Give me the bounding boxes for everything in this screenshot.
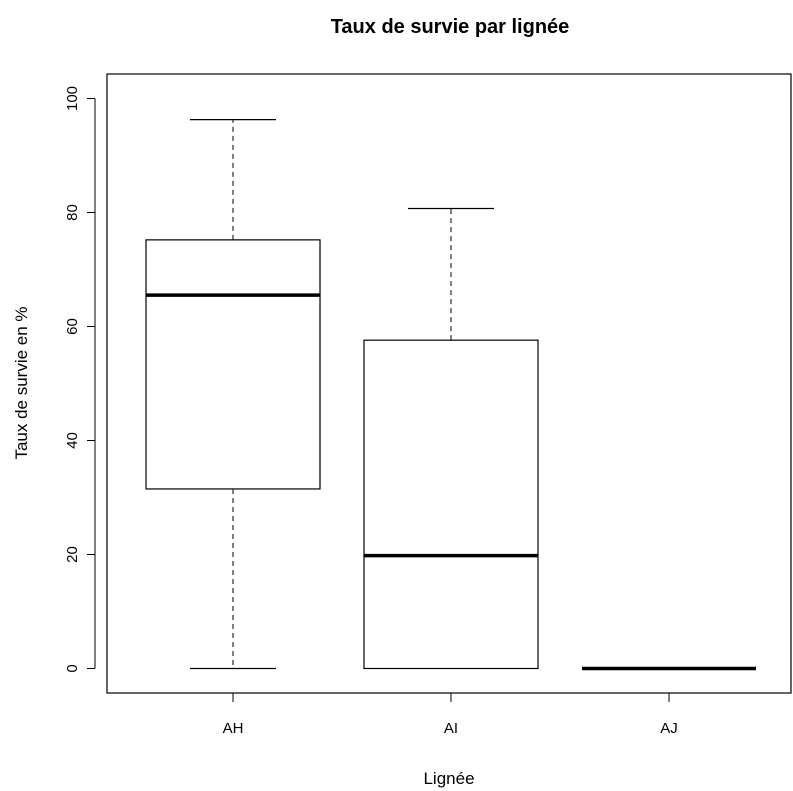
y-tick-label: 60	[64, 318, 81, 335]
y-axis: 0 20 40 60 80 100	[64, 86, 96, 673]
iqr-box	[363, 339, 539, 670]
x-tick-label: AJ	[660, 720, 678, 737]
y-tick-label: 0	[64, 664, 81, 672]
boxes-layer	[145, 118, 756, 671]
x-tick-label: AI	[444, 720, 458, 737]
y-tick-label: 20	[64, 546, 81, 563]
y-tick-label: 100	[64, 86, 81, 111]
y-axis-label: Taux de survie en %	[12, 306, 31, 459]
box-ah	[145, 118, 321, 670]
box-ai	[363, 207, 539, 670]
y-tick-label: 40	[64, 432, 81, 449]
x-axis-label: Lignée	[423, 769, 474, 788]
plot-frame	[106, 73, 792, 694]
x-axis: AH AI AJ	[223, 692, 678, 737]
iqr-box	[145, 239, 321, 490]
x-tick-label: AH	[223, 720, 244, 737]
y-tick-label: 80	[64, 204, 81, 221]
chart-title: Taux de survie par lignée	[331, 16, 570, 38]
